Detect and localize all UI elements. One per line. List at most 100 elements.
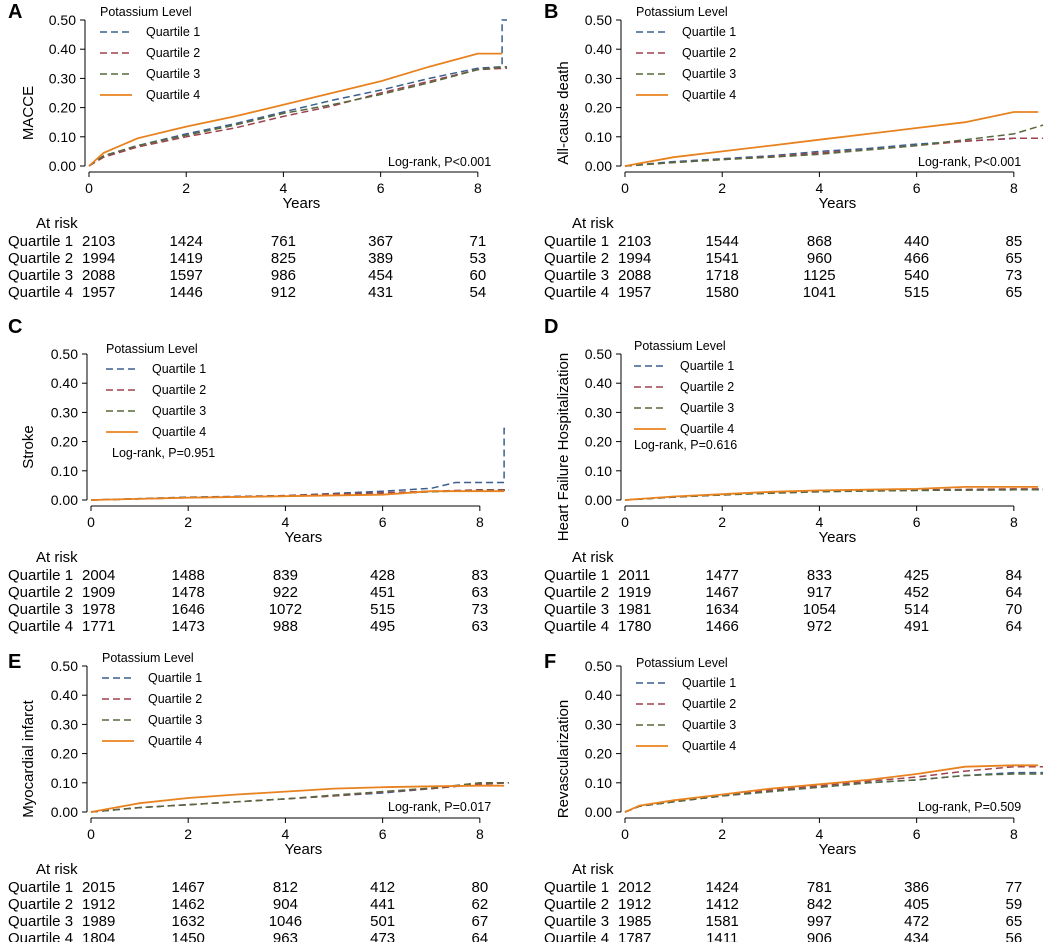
legend-label-quartile-1: Quartile 1 — [148, 671, 202, 685]
at-risk-value: 1912 — [82, 896, 115, 913]
at-risk-value: 812 — [273, 879, 298, 896]
at-risk-value: 1718 — [706, 267, 739, 284]
y-tick-label: 0.40 — [585, 41, 612, 57]
series-line-quartile-2 — [88, 67, 508, 167]
x-axis-label: Years — [819, 841, 857, 858]
logrank-annotation: Log-rank, P<0.001 — [918, 155, 1021, 169]
legend-label-quartile-1: Quartile 1 — [682, 25, 736, 39]
x-tick-label: 2 — [184, 826, 192, 842]
at-risk-value: 1450 — [172, 930, 205, 942]
at-risk-value: 501 — [370, 913, 395, 930]
y-tick-label: 0.00 — [51, 804, 78, 820]
at-risk-value: 62 — [471, 896, 488, 913]
at-risk-value: 917 — [807, 584, 832, 601]
at-risk-row-label: Quartile 1 — [544, 567, 609, 584]
at-risk-value: 922 — [273, 584, 298, 601]
at-risk-value: 1046 — [269, 913, 302, 930]
y-tick-label: 0.40 — [585, 687, 612, 703]
y-tick-label: 0.00 — [585, 158, 612, 174]
at-risk-value: 1411 — [706, 930, 738, 942]
at-risk-value: 473 — [370, 930, 395, 942]
at-risk-value: 63 — [471, 584, 488, 601]
at-risk-value: 71 — [469, 233, 486, 250]
legend-label-quartile-2: Quartile 2 — [152, 383, 206, 397]
at-risk-value: 1446 — [170, 284, 203, 301]
x-tick-label: 0 — [87, 514, 95, 530]
at-risk-value: 2004 — [82, 567, 115, 584]
legend-title: Potassium Level — [102, 651, 194, 665]
y-tick-label: 0.50 — [585, 12, 612, 28]
at-risk-row-label: Quartile 2 — [544, 896, 609, 913]
panel-d: D 0.00 0.10 0.20 0.30 0.40 0.50 0 2 4 6 8 Years Heart… — [544, 316, 1043, 635]
at-risk-value: 54 — [469, 284, 486, 301]
at-risk-value: 1424 — [170, 233, 203, 250]
at-risk-value: 2088 — [618, 267, 651, 284]
at-risk-value: 1488 — [172, 567, 205, 584]
at-risk-heading: At risk — [36, 861, 78, 878]
at-risk-row-label: Quartile 3 — [8, 913, 73, 930]
x-tick-label: 8 — [1010, 514, 1018, 530]
at-risk-value: 73 — [1005, 267, 1022, 284]
panel-e: E 0.00 0.10 0.20 0.30 0.40 0.50 0 2 4 6 8 Years Myoca… — [8, 651, 510, 942]
x-tick-label: 6 — [377, 180, 385, 196]
x-tick-label: 8 — [476, 826, 484, 842]
x-tick-label: 4 — [816, 826, 824, 842]
at-risk-value: 986 — [271, 267, 296, 284]
at-risk-row-label: Quartile 1 — [544, 233, 609, 250]
at-risk-value: 988 — [273, 618, 298, 635]
at-risk-value: 1462 — [172, 896, 205, 913]
y-tick-label: 0.10 — [49, 129, 76, 145]
y-axis-label: Myocardial infarct — [20, 699, 37, 817]
at-risk-value: 761 — [271, 233, 296, 250]
y-tick-label: 0.20 — [51, 746, 78, 762]
at-risk-value: 389 — [368, 250, 393, 267]
at-risk-value: 73 — [471, 601, 488, 618]
at-risk-value: 367 — [368, 233, 393, 250]
at-risk-value: 1981 — [618, 601, 651, 618]
at-risk-value: 1771 — [82, 618, 115, 635]
legend-label-quartile-2: Quartile 2 — [680, 380, 734, 394]
at-risk-value: 441 — [370, 896, 395, 913]
y-axis-label: Revascularization — [555, 700, 572, 818]
logrank-annotation: Log-rank, P=0.017 — [388, 800, 491, 814]
legend-label-quartile-2: Quartile 2 — [682, 46, 736, 60]
at-risk-value: 60 — [469, 267, 486, 284]
at-risk-heading: At risk — [36, 549, 78, 566]
at-risk-row-label: Quartile 4 — [544, 618, 609, 635]
at-risk-value: 825 — [271, 250, 296, 267]
x-tick-label: 4 — [816, 514, 824, 530]
at-risk-value: 84 — [1005, 567, 1022, 584]
at-risk-value: 1989 — [82, 913, 115, 930]
at-risk-row-label: Quartile 3 — [8, 601, 73, 618]
at-risk-value: 1466 — [706, 618, 739, 635]
x-tick-label: 2 — [182, 180, 190, 196]
series-line-quartile-4 — [624, 764, 1039, 813]
at-risk-value: 428 — [370, 567, 395, 584]
panel-letter: F — [544, 651, 556, 673]
x-tick-label: 2 — [718, 826, 726, 842]
y-tick-label: 0.00 — [585, 804, 612, 820]
at-risk-value: 1544 — [706, 233, 739, 250]
series-line-quartile-2 — [624, 137, 1043, 167]
panel-f: F 0.00 0.10 0.20 0.30 0.40 0.50 0 2 4 6 8 Years Revas… — [544, 651, 1043, 942]
y-tick-label: 0.40 — [51, 375, 78, 391]
at-risk-value: 833 — [807, 567, 832, 584]
y-axis-label: Heart Failure Hospitalization — [555, 353, 572, 541]
y-tick-label: 0.20 — [585, 100, 612, 116]
at-risk-value: 1541 — [706, 250, 739, 267]
x-tick-label: 8 — [474, 180, 482, 196]
at-risk-row-label: Quartile 1 — [8, 879, 73, 896]
at-risk-value: 405 — [904, 896, 929, 913]
y-tick-label: 0.30 — [585, 404, 612, 420]
at-risk-row-label: Quartile 1 — [544, 879, 609, 896]
legend-title: Potassium Level — [100, 5, 192, 19]
logrank-annotation: Log-rank, P=0.509 — [918, 800, 1021, 814]
y-tick-label: 0.10 — [51, 463, 78, 479]
at-risk-value: 454 — [368, 267, 393, 284]
x-tick-label: 2 — [718, 180, 726, 196]
legend-label-quartile-3: Quartile 3 — [152, 404, 206, 418]
logrank-annotation: Log-rank, P<0.001 — [388, 155, 491, 169]
at-risk-value: 1467 — [706, 584, 739, 601]
at-risk-value: 868 — [807, 233, 832, 250]
